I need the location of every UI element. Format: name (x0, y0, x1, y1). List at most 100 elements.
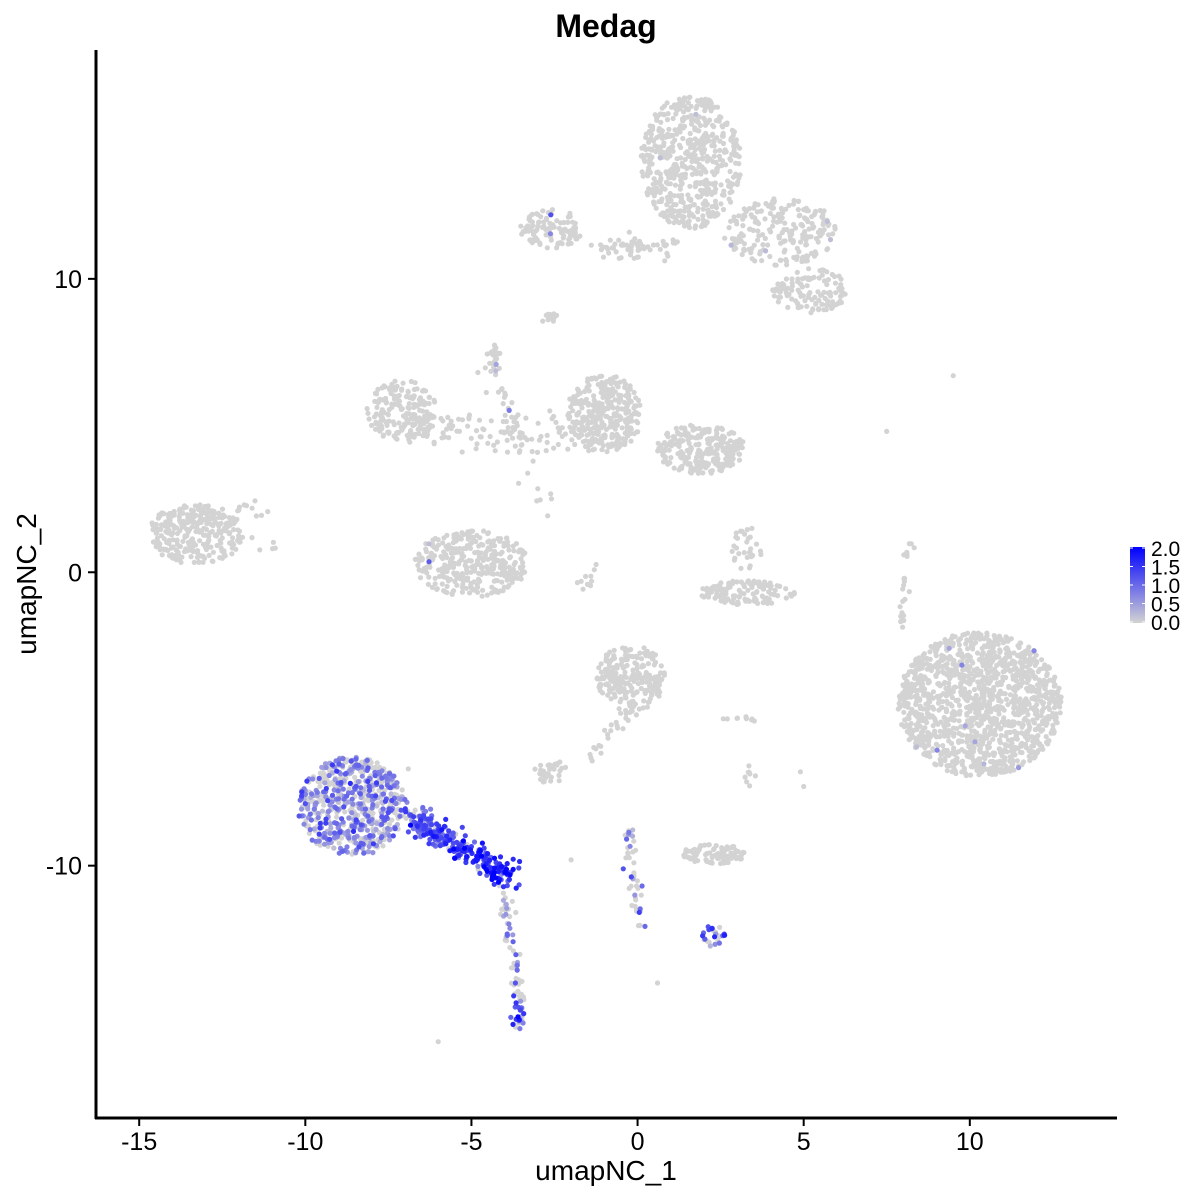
cell-point (438, 415, 444, 422)
cell-point (375, 386, 381, 392)
cell-point (505, 543, 511, 549)
cell-point (466, 414, 472, 421)
cell-point (787, 233, 793, 239)
cell-point (565, 219, 571, 225)
cell-point (776, 215, 782, 221)
cell-point (613, 380, 619, 386)
cell-point (668, 439, 674, 445)
cell-point (749, 583, 755, 589)
cell-point (694, 171, 700, 177)
cell-point (734, 152, 740, 159)
cell-point (439, 569, 445, 575)
cell-point (520, 560, 526, 566)
cell-point (198, 529, 204, 535)
cell-point (206, 552, 212, 559)
cell-point (705, 462, 711, 468)
cell-point (932, 718, 939, 724)
cell-point (180, 538, 186, 545)
cell-point (819, 301, 825, 307)
cell-point (990, 771, 996, 777)
cell-point (802, 298, 808, 304)
cell-point (627, 425, 634, 431)
cell-point (917, 723, 923, 729)
cell-point (729, 581, 736, 587)
cell-point (959, 732, 965, 738)
cell-point (599, 674, 606, 680)
cell-point (698, 147, 704, 153)
cell-point (378, 780, 384, 786)
cell-point (728, 456, 734, 462)
cell-point (609, 656, 615, 663)
cell-point (839, 293, 845, 299)
cell-point (406, 405, 412, 411)
cell-point (793, 225, 799, 231)
cell-point (950, 669, 956, 675)
cell-point (575, 386, 581, 392)
cell-point (763, 201, 769, 207)
cell-point (627, 702, 633, 708)
cell-point (785, 304, 791, 310)
cell-point (927, 649, 933, 655)
cell-point (704, 448, 710, 454)
cell-point (925, 713, 931, 719)
cell-point (740, 439, 746, 445)
cell-point (1011, 728, 1018, 735)
cell-point (997, 679, 1003, 686)
cell-point (434, 586, 440, 592)
cell-point (1030, 738, 1036, 744)
cell-point (387, 385, 393, 391)
cell-point (1034, 708, 1040, 714)
cell-point (911, 545, 917, 551)
cell-point (754, 237, 761, 243)
cell-point (1053, 718, 1059, 724)
cell-point (977, 636, 983, 642)
cell-point (596, 440, 602, 446)
cell-point (810, 306, 816, 312)
cell-point (967, 772, 974, 778)
cell-point (154, 535, 160, 541)
cell-point (1024, 664, 1030, 670)
cell-point (958, 683, 964, 689)
cell-point (712, 189, 718, 195)
cell-point (378, 413, 384, 419)
cell-point (733, 847, 739, 854)
cell-point (725, 596, 731, 602)
cell-point (603, 681, 609, 688)
cell-point (498, 536, 504, 542)
cell-point (671, 214, 677, 220)
cell-point (423, 546, 429, 552)
cell-point (1030, 717, 1036, 723)
cell-point (181, 522, 187, 529)
cell-point (670, 144, 676, 150)
cell-point (949, 694, 955, 701)
cell-point (662, 186, 668, 192)
cell-point (509, 414, 515, 420)
cell-point (969, 728, 975, 734)
cell-point (718, 860, 724, 867)
cell-point (506, 547, 512, 553)
cell-point (689, 158, 695, 164)
cell-point (805, 276, 811, 282)
cell-point (1002, 747, 1008, 753)
cell-point (612, 241, 618, 247)
cell-point (915, 711, 921, 717)
cell-point (832, 280, 839, 286)
cell-point (657, 155, 663, 161)
cell-point (789, 296, 795, 302)
cell-point (485, 539, 491, 545)
cell-point (633, 395, 639, 401)
cell-point (470, 534, 476, 540)
cell-point (372, 764, 378, 771)
cell-point (712, 148, 718, 154)
cell-point (704, 858, 710, 864)
cell-point (964, 653, 970, 659)
cell-point (392, 378, 398, 384)
cell-point (911, 683, 917, 689)
cell-point (688, 848, 694, 854)
cell-point (216, 510, 222, 516)
cell-point (900, 682, 906, 688)
cell-point (1017, 749, 1023, 755)
cell-point (626, 386, 632, 392)
cell-point (527, 216, 533, 222)
cell-point (421, 387, 427, 393)
